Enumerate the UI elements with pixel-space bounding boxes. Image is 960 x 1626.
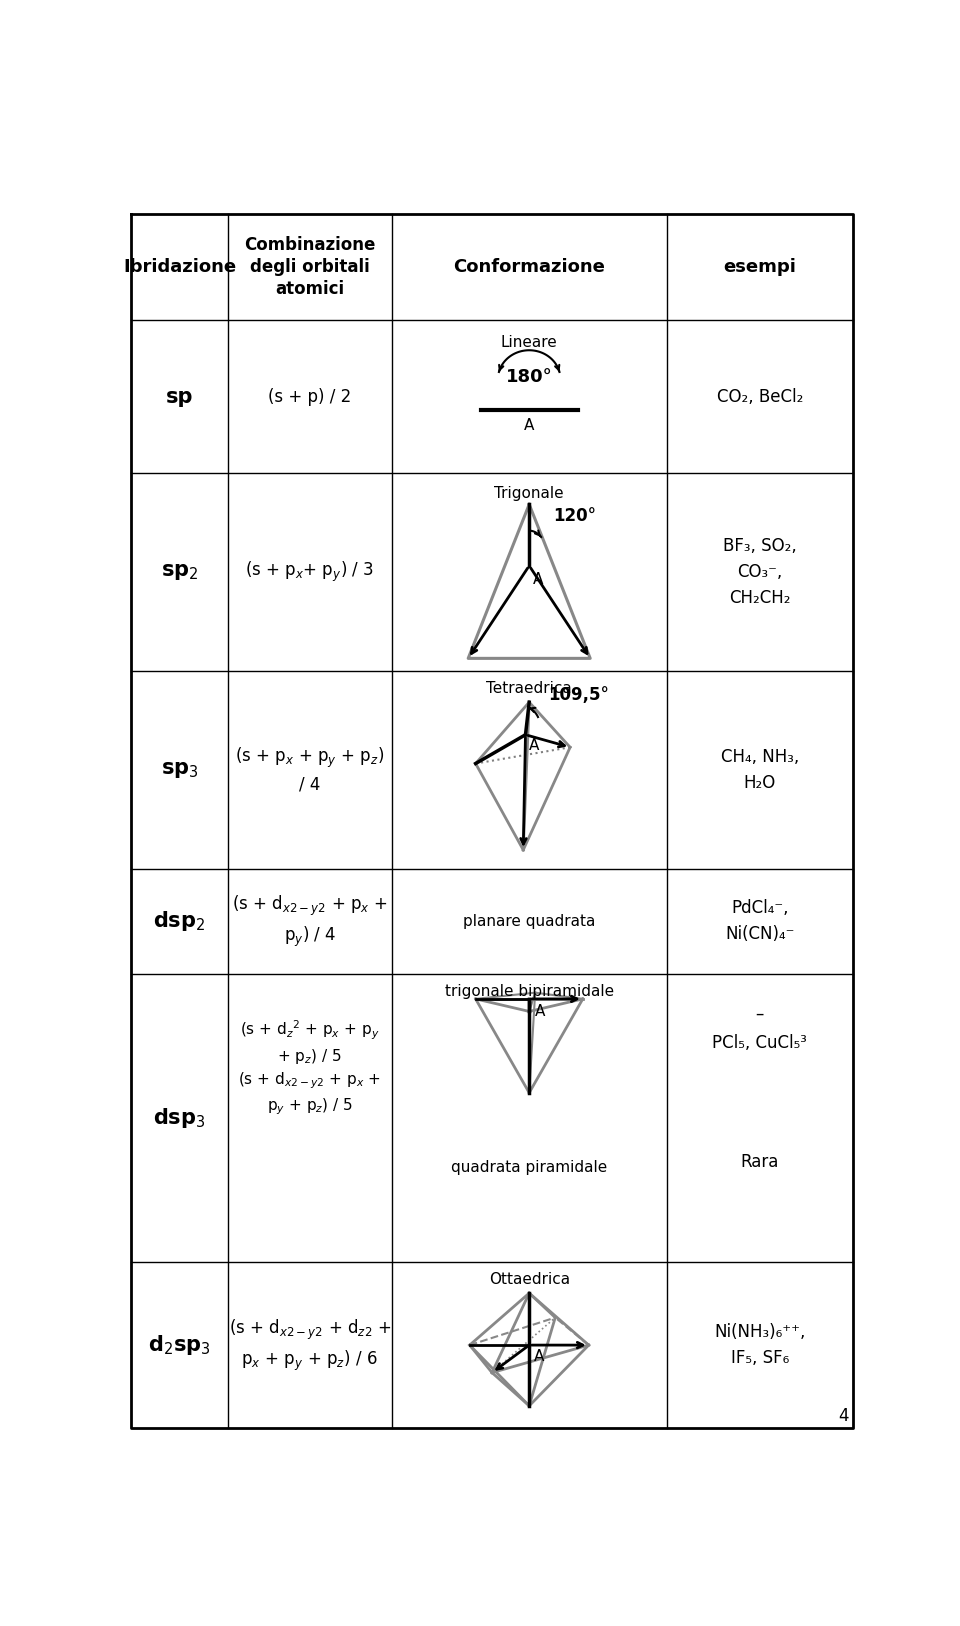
Text: trigonale bipiramidale: trigonale bipiramidale	[444, 984, 613, 998]
Text: Ottaedrica: Ottaedrica	[489, 1272, 570, 1286]
Text: BF₃, SO₂,
CO₃⁻,
CH₂CH₂: BF₃, SO₂, CO₃⁻, CH₂CH₂	[723, 537, 797, 608]
Text: sp: sp	[166, 387, 193, 406]
Text: (s + d$_{x2-y2}$ + p$_x$ +
p$_y$) / 4: (s + d$_{x2-y2}$ + p$_x$ + p$_y$) / 4	[231, 894, 388, 948]
Text: Combinazione
degli orbitali
atomici: Combinazione degli orbitali atomici	[244, 236, 375, 298]
Text: CH₄, NH₃,
H₂O: CH₄, NH₃, H₂O	[721, 748, 799, 792]
Text: (s + p) / 2: (s + p) / 2	[268, 387, 351, 406]
Text: A: A	[524, 418, 535, 433]
Text: Conformazione: Conformazione	[453, 259, 605, 276]
Text: PdCl₄⁻,
Ni(CN)₄⁻: PdCl₄⁻, Ni(CN)₄⁻	[725, 899, 795, 943]
Text: 109,5°: 109,5°	[548, 686, 609, 704]
Text: sp$_3$: sp$_3$	[160, 759, 199, 780]
Text: Tetraedrica: Tetraedrica	[487, 681, 572, 696]
Text: A: A	[529, 738, 540, 753]
Text: A: A	[534, 1350, 544, 1364]
Text: PCl₅, CuCl₅³: PCl₅, CuCl₅³	[712, 1034, 807, 1052]
Text: Ni(NH₃)₆⁺⁺,
IF₅, SF₆: Ni(NH₃)₆⁺⁺, IF₅, SF₆	[714, 1324, 805, 1367]
Text: (s + p$_x$ + p$_y$ + p$_z$)
/ 4: (s + p$_x$ + p$_y$ + p$_z$) / 4	[235, 746, 384, 793]
Text: Rara: Rara	[741, 1153, 779, 1171]
Text: –: –	[756, 1005, 764, 1023]
Text: quadrata piramidale: quadrata piramidale	[451, 1161, 608, 1176]
Text: Lineare: Lineare	[501, 335, 558, 350]
Text: (s + d$_{x2-y2}$ + d$_{z2}$ +
p$_x$ + p$_y$ + p$_z$) / 6: (s + d$_{x2-y2}$ + d$_{z2}$ + p$_x$ + p$…	[228, 1317, 391, 1372]
Text: dsp$_3$: dsp$_3$	[154, 1106, 205, 1130]
Text: 120°: 120°	[553, 507, 596, 525]
Text: esempi: esempi	[724, 259, 796, 276]
Text: (s + d$_z$$^2$ + p$_x$ + p$_y$
+ p$_z$) / 5
(s + d$_{x2-y2}$ + p$_x$ +
p$_y$ + p: (s + d$_z$$^2$ + p$_x$ + p$_y$ + p$_z$) …	[238, 1020, 381, 1117]
Text: 4: 4	[839, 1406, 849, 1424]
Text: (s + p$_x$+ p$_y$) / 3: (s + p$_x$+ p$_y$) / 3	[245, 559, 374, 584]
Text: d$_2$sp$_3$: d$_2$sp$_3$	[148, 1333, 211, 1358]
Text: 180°: 180°	[506, 367, 553, 385]
Text: CO₂, BeCl₂: CO₂, BeCl₂	[717, 387, 803, 406]
Text: Trigonale: Trigonale	[494, 486, 564, 501]
Text: Ibridazione: Ibridazione	[123, 259, 236, 276]
Text: dsp$_2$: dsp$_2$	[154, 909, 205, 933]
Text: sp$_2$: sp$_2$	[160, 563, 199, 582]
Text: A: A	[535, 1003, 545, 1020]
Text: planare quadrata: planare quadrata	[463, 914, 595, 928]
Text: A: A	[533, 572, 543, 587]
